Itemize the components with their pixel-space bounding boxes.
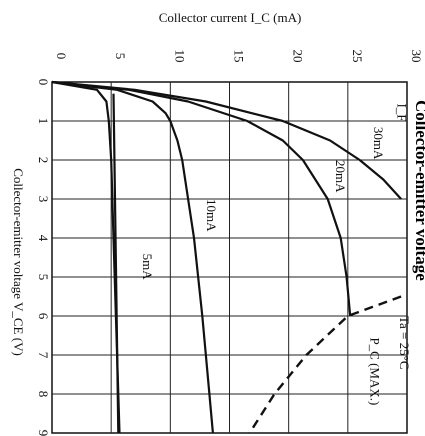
ic-tick-label: 20 bbox=[291, 50, 306, 63]
chart-title: Collector-emitter voltage bbox=[412, 100, 425, 281]
x-tick-labels: 0 1 2 3 4 5 6 7 8 9 bbox=[36, 79, 51, 436]
temperature-label: Ta = 25°C bbox=[397, 316, 412, 370]
series-lines bbox=[51, 80, 402, 434]
ic-tick-label: 5 bbox=[113, 53, 128, 60]
series-line-30ma bbox=[51, 80, 402, 200]
if-label: I_F bbox=[395, 103, 410, 121]
vce-tick-label: 0 bbox=[36, 79, 51, 86]
series-label-20ma: 20mA bbox=[333, 160, 348, 193]
series-line-5ma-secondary bbox=[112, 93, 120, 434]
ic-tick-label: 10 bbox=[172, 50, 187, 63]
vce-tick-label: 6 bbox=[36, 313, 51, 320]
y-tick-labels: 0 5 10 15 20 25 30 bbox=[54, 50, 424, 63]
vce-tick-label: 7 bbox=[36, 352, 51, 359]
vce-tick-label: 4 bbox=[36, 235, 51, 242]
y-axis-title: Collector current I_C (mA) bbox=[159, 10, 302, 25]
series-label-30ma: 30mA bbox=[371, 127, 386, 160]
ic-tick-label: 15 bbox=[232, 50, 247, 63]
grid bbox=[51, 81, 408, 434]
ic-tick-label: 30 bbox=[409, 50, 424, 63]
series-line-5ma bbox=[51, 80, 121, 434]
series-label-5ma: 5mA bbox=[140, 254, 155, 281]
vce-tick-label: 9 bbox=[36, 430, 51, 436]
pc-max-label: P_C (MAX.) bbox=[367, 337, 382, 405]
vce-tick-label: 3 bbox=[36, 196, 51, 203]
vce-tick-label: 8 bbox=[36, 391, 51, 398]
pc-max-curve bbox=[248, 295, 402, 434]
series-line-20ma bbox=[51, 80, 352, 317]
series-line-10ma bbox=[51, 80, 214, 434]
vce-tick-label: 1 bbox=[36, 118, 51, 125]
x-axis-title: Collector-emitter voltage V_CE (V) bbox=[11, 168, 26, 356]
ic-tick-label: 0 bbox=[54, 53, 69, 60]
ic-tick-label: 25 bbox=[350, 50, 365, 63]
series-label-10ma: 10mA bbox=[204, 199, 219, 232]
vce-tick-label: 2 bbox=[36, 157, 51, 164]
vce-tick-label: 5 bbox=[36, 274, 51, 281]
